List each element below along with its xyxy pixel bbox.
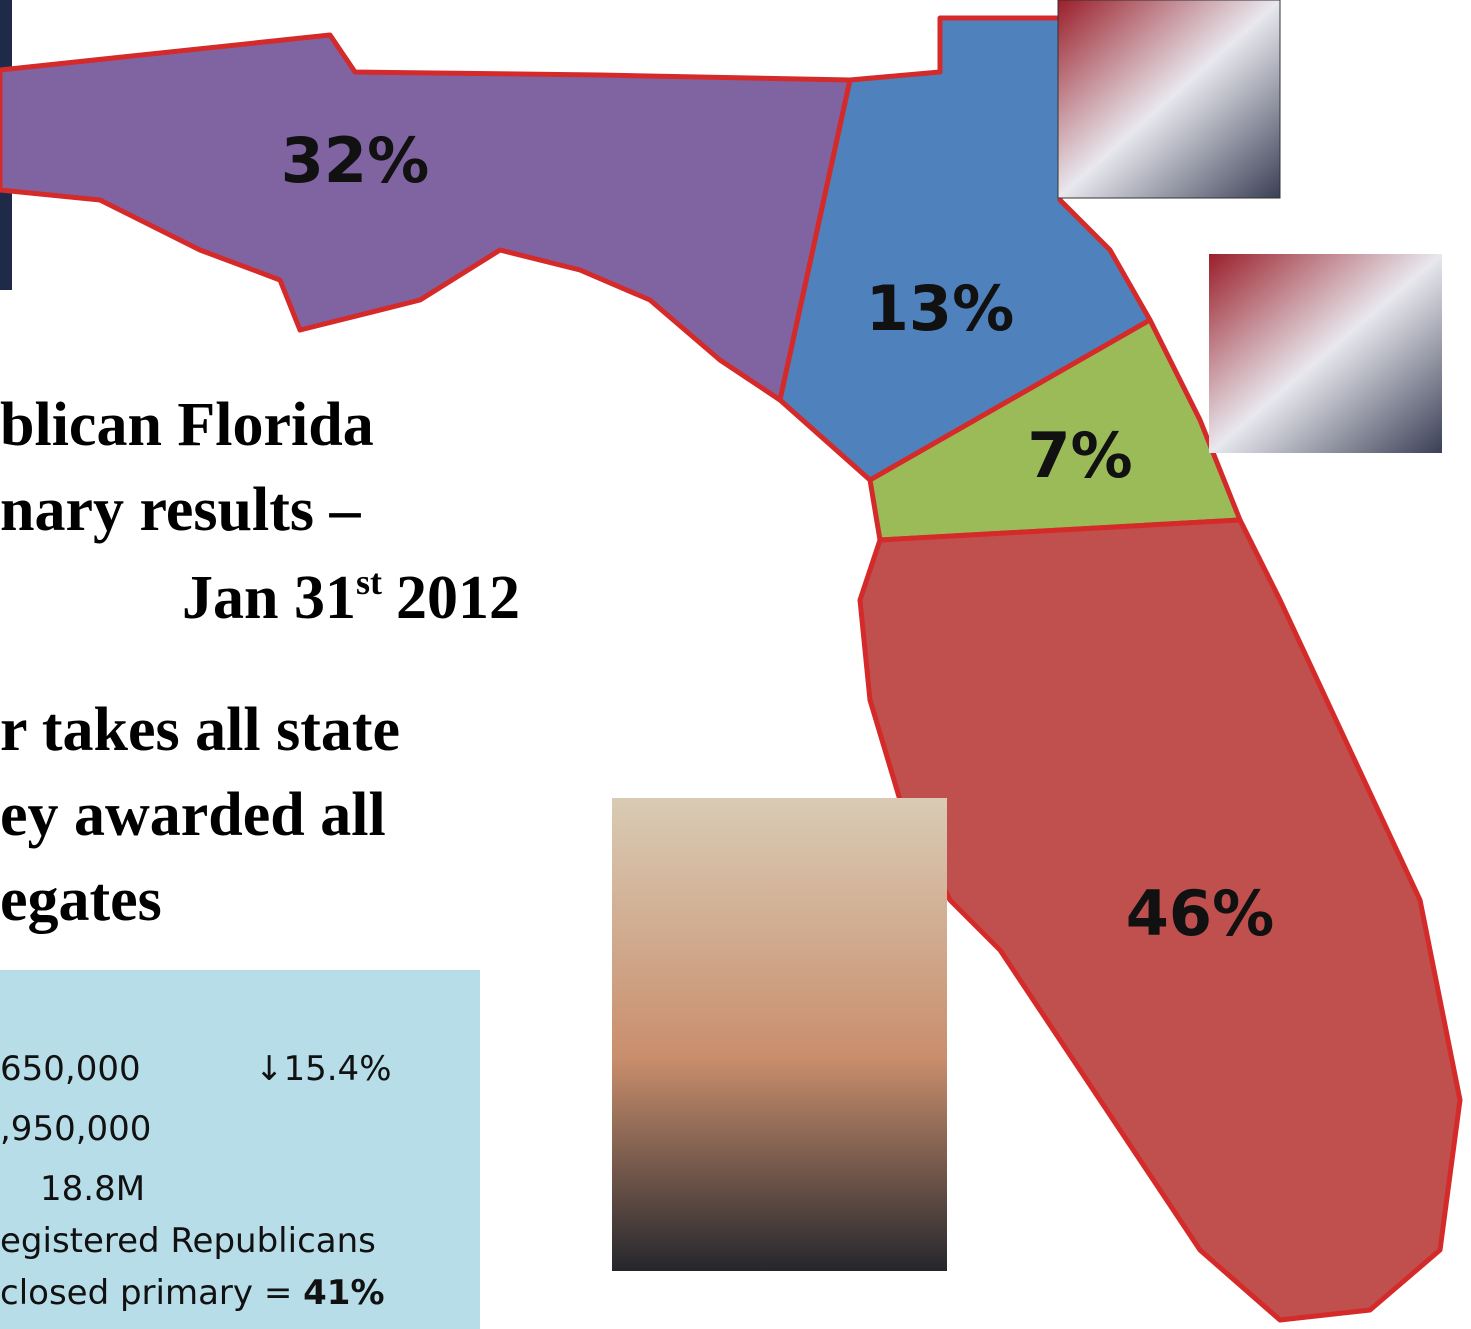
stats-text: egistered Republicans	[0, 1221, 376, 1261]
rule-line: ey awarded all	[0, 781, 386, 849]
stats-text: closed primary =	[0, 1273, 303, 1313]
slide-canvas: 32% 13% 7% 46% blican Florida nary resul…	[0, 0, 1471, 1329]
candidate-photo	[1058, 0, 1280, 198]
slide: 32% 13% 7% 46% blican Florida nary resul…	[0, 0, 1471, 1329]
candidate-photo	[612, 798, 947, 1271]
date-main: Jan 31	[182, 564, 356, 632]
heading-date: Jan 31st 2012	[182, 562, 520, 632]
rule-line: r takes all state	[0, 696, 400, 764]
stats-text: 18.8M	[40, 1169, 145, 1209]
region-label: 46%	[1126, 877, 1274, 950]
candidate-photo	[1209, 254, 1442, 453]
region-purple	[0, 35, 850, 400]
date-year: 2012	[396, 564, 520, 632]
region-label: 7%	[1027, 419, 1132, 492]
stats-text: ,950,000	[0, 1109, 151, 1149]
stats-bold: 41%	[303, 1273, 384, 1313]
date-sup: st	[356, 562, 382, 602]
region-label: 32%	[281, 124, 429, 197]
stats-text: ↓15.4%	[255, 1049, 392, 1089]
rule-line: egates	[0, 866, 162, 934]
stats-text: closed primary = 41%	[0, 1273, 385, 1313]
heading-line: blican Florida	[0, 391, 374, 459]
stats-text: 650,000	[0, 1049, 141, 1089]
region-label: 13%	[866, 272, 1014, 345]
heading-line: nary results –	[0, 476, 362, 544]
